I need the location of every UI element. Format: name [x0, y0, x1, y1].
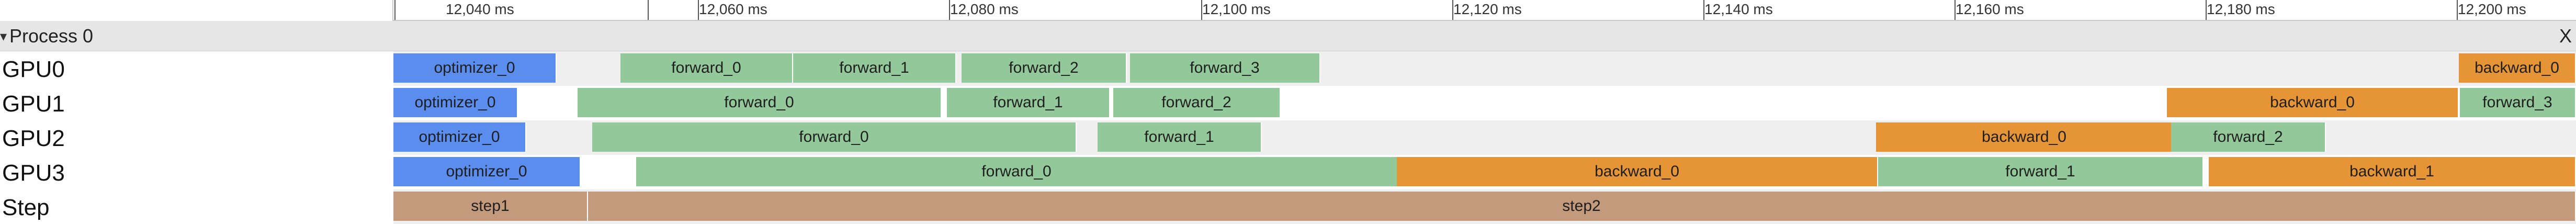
track-label: Step	[2, 195, 50, 220]
slice-step1[interactable]: step1	[393, 192, 588, 221]
ruler-tick	[2206, 0, 2207, 20]
track-row-gpu1: GPU1 optimizer_0 forward_0 forward_1 for…	[0, 86, 2576, 120]
track-row-step: Step step1 step2	[0, 189, 2576, 224]
time-ruler[interactable]: 12,040 ms 12,060 ms 12,080 ms 12,100 ms …	[0, 0, 2576, 21]
slice-backward_1[interactable]: backward_1	[2209, 157, 2576, 186]
ruler-tick	[949, 0, 950, 20]
slice-forward_1[interactable]: forward_1	[1098, 122, 1262, 152]
ruler-gutter	[0, 0, 393, 21]
slice-forward_0[interactable]: forward_0	[578, 88, 942, 117]
close-icon[interactable]: X	[2559, 25, 2572, 47]
slice-backward_0[interactable]: backward_0	[2459, 53, 2576, 83]
ruler-tick	[1954, 0, 1956, 20]
slice-optimizer_0[interactable]: optimizer_0	[393, 53, 557, 83]
ruler-tick-label: 12,100 ms	[1202, 1, 1271, 17]
track-lane[interactable]: optimizer_0 forward_0 forward_1 backward…	[393, 120, 2576, 155]
ruler-tick-label: 12,160 ms	[1956, 1, 2024, 17]
slice-optimizer_0[interactable]: optimizer_0	[393, 157, 581, 186]
slice-forward_2[interactable]: forward_2	[1113, 88, 1281, 117]
track-lane[interactable]: optimizer_0 forward_0 forward_1 forward_…	[393, 86, 2576, 120]
ruler-tick	[648, 0, 649, 20]
slice-forward_3[interactable]: forward_3	[2460, 88, 2576, 117]
ruler-tick-label: 12,040 ms	[446, 1, 514, 17]
slice-forward_1[interactable]: forward_1	[947, 88, 1110, 117]
ruler-tick-label: 12,120 ms	[1453, 1, 1522, 17]
track-label: GPU3	[2, 160, 65, 186]
slice-optimizer_0[interactable]: optimizer_0	[393, 88, 518, 117]
track-lane[interactable]: optimizer_0 forward_0 forward_1 forward_…	[393, 51, 2576, 86]
slice-optimizer_0[interactable]: optimizer_0	[393, 122, 526, 152]
track-label: GPU0	[2, 57, 65, 82]
slice-forward_3[interactable]: forward_3	[1130, 53, 1320, 83]
track-lane[interactable]: optimizer_0 forward_0 backward_0 forward…	[393, 155, 2576, 189]
track-label: GPU2	[2, 126, 65, 151]
slice-forward_2[interactable]: forward_2	[962, 53, 1127, 83]
ruler-tick-label: 12,060 ms	[699, 1, 767, 17]
slice-backward_0[interactable]: backward_0	[1397, 157, 1878, 186]
ruler-tick-label: 12,180 ms	[2207, 1, 2275, 17]
track-row-gpu3: GPU3 optimizer_0 forward_0 backward_0 fo…	[0, 155, 2576, 189]
ruler-tick	[1452, 0, 1453, 20]
slice-forward_0[interactable]: forward_0	[636, 157, 1398, 186]
process-header[interactable]: ▾ Process 0 X	[0, 21, 2576, 51]
slice-forward_2[interactable]: forward_2	[2171, 122, 2326, 152]
ruler-tick	[1703, 0, 1704, 20]
slice-forward_1[interactable]: forward_1	[1878, 157, 2204, 186]
track-row-gpu0: GPU0 optimizer_0 forward_0 forward_1 for…	[0, 51, 2576, 86]
slice-step2[interactable]: step2	[588, 192, 2576, 221]
ruler-tick-label: 12,080 ms	[950, 1, 1019, 17]
slice-forward_0[interactable]: forward_0	[592, 122, 1077, 152]
track-label: GPU1	[2, 91, 65, 117]
track-row-gpu2: GPU2 optimizer_0 forward_0 forward_1 bac…	[0, 120, 2576, 155]
slice-backward_0[interactable]: backward_0	[2167, 88, 2459, 117]
ruler-tick	[698, 0, 699, 20]
ruler-tick-label: 12,200 ms	[2458, 1, 2526, 17]
slice-forward_0[interactable]: forward_0	[620, 53, 793, 83]
ruler-tick	[1201, 0, 1202, 20]
track-lane[interactable]: step1 step2	[393, 189, 2576, 224]
chevron-down-icon[interactable]: ▾	[0, 28, 7, 44]
slice-forward_1[interactable]: forward_1	[793, 53, 956, 83]
slice-backward_0[interactable]: backward_0	[1876, 122, 2173, 152]
process-label: Process 0	[9, 25, 94, 47]
ruler-tick-label: 12,140 ms	[1704, 1, 1773, 17]
ruler-tick	[2457, 0, 2458, 20]
ruler-tick	[394, 0, 396, 20]
